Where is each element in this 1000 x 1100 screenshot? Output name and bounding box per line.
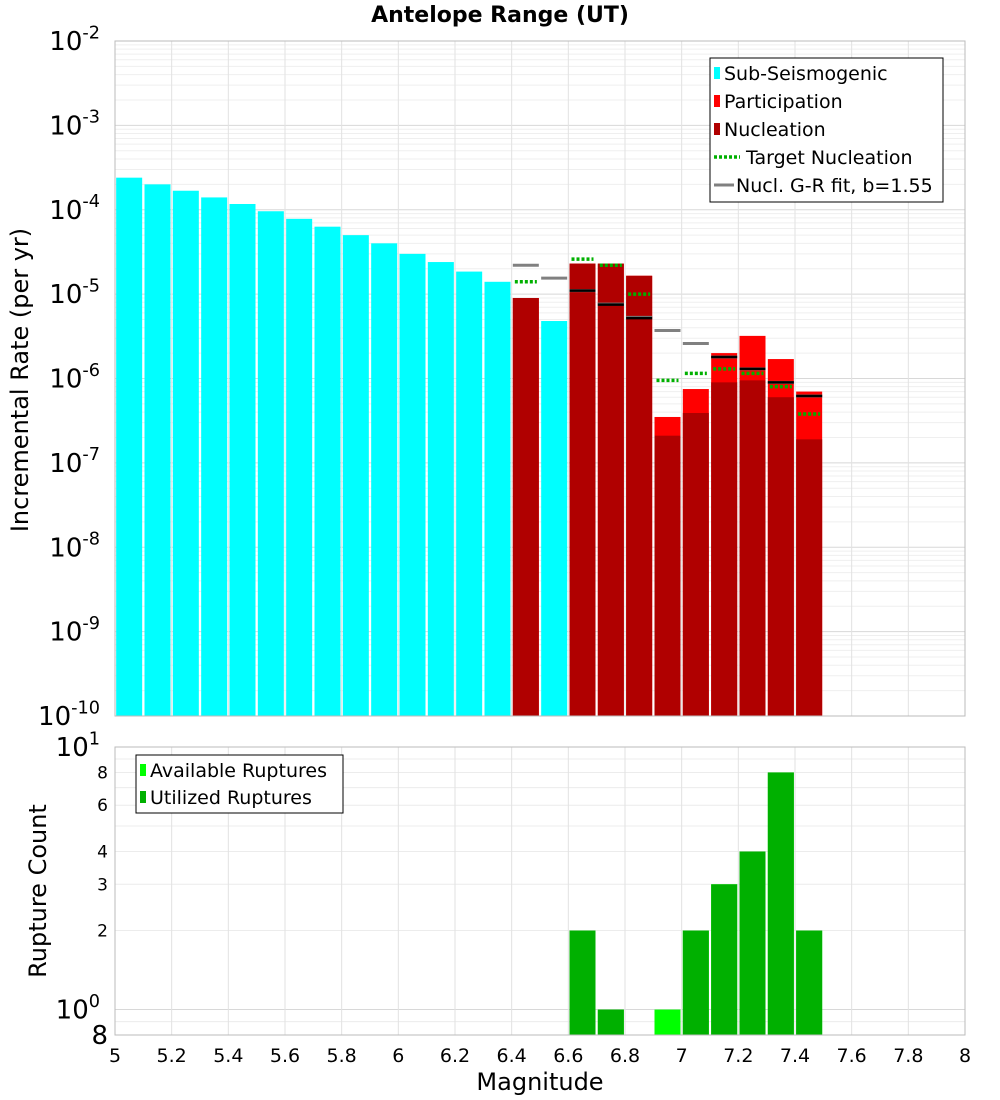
top-y-tick-label: 10-8: [49, 530, 100, 564]
top-y-tick-label: 10-10: [38, 698, 100, 732]
x-tick-label: 7: [676, 1045, 688, 1067]
sub-seismogenic-bar: [286, 218, 313, 716]
utilized-ruptures-bar: [682, 930, 709, 1035]
top-lines: [512, 257, 823, 416]
top-y-tick-label: 10-9: [49, 614, 100, 648]
sub-seismogenic-bar: [201, 197, 228, 717]
legend-swatch: [140, 791, 146, 803]
x-tick-label: 6: [392, 1045, 404, 1067]
sub-seismogenic-bar: [371, 243, 398, 717]
bottom-y-tick-label: 6: [97, 796, 108, 816]
top-y-tick-label: 10-7: [49, 445, 100, 479]
top-y-axis-label: Incremental Rate (per yr): [6, 228, 34, 532]
nucleation-bar: [767, 397, 794, 716]
nucleation-bar: [569, 263, 596, 716]
utilized-ruptures-bar: [796, 930, 823, 1035]
x-tick-label: 7.2: [723, 1045, 753, 1067]
legend-label: Target Nucleation: [745, 147, 913, 169]
sub-seismogenic-bar: [172, 190, 199, 717]
x-axis-label: Magnitude: [476, 1068, 603, 1096]
nucleation-bar: [626, 275, 653, 716]
x-tick-label: 6.2: [440, 1045, 470, 1067]
x-tick-label: 5.4: [213, 1045, 243, 1067]
sub-seismogenic-bar: [314, 226, 341, 716]
x-ticks: 5 5.2 5.4 5.6 5.8 6 6.2 6.4 6.6 6.8 7 7.2 7.4 7.6 7.8 8: [109, 1045, 971, 1067]
legend-label: Nucl. G-R fit, b=1.55: [736, 175, 933, 197]
legend-box: [135, 754, 344, 814]
legend-swatch: [714, 67, 720, 79]
top-plot-frame: [114, 40, 966, 717]
x-tick-label: 6.6: [553, 1045, 583, 1067]
bottom-y-tick-label: 8: [91, 1021, 108, 1051]
sub-seismogenic-bar: [116, 177, 143, 716]
sub-seismogenic-bar: [541, 321, 568, 716]
bottom-y-tick-label: 8: [97, 763, 108, 783]
sub-seismogenic-bar: [144, 184, 171, 717]
nucleation-bar: [711, 382, 738, 716]
bottom-legend: Available Ruptures Utilized Ruptures: [135, 754, 344, 814]
top-y-ticks: 10-2 10-3 10-4 10-5 10-6 10-7 10-8 10-9 10-10: [38, 23, 100, 732]
nucleation-bar: [512, 297, 539, 716]
utilized-ruptures-bar: [569, 930, 596, 1035]
bottom-y-axis-label: Rupture Count: [24, 804, 52, 978]
nucleation-bar: [597, 263, 624, 716]
bottom-y-tick-label: 3: [97, 875, 108, 895]
x-tick-label: 5: [109, 1045, 121, 1067]
x-tick-label: 5.2: [157, 1045, 187, 1067]
chart-title: Antelope Range (UT): [371, 3, 629, 28]
top-grid: [115, 40, 965, 717]
legend-swatch: [714, 123, 720, 135]
top-y-tick-label: 10-3: [49, 108, 100, 142]
top-y-tick-label: 10-6: [49, 361, 100, 395]
legend-box: [709, 57, 944, 203]
x-tick-label: 6.4: [497, 1045, 527, 1067]
top-legend: Sub-Seismogenic Participation Nucleation Ta…: [709, 57, 944, 203]
sub-seismogenic-bar: [257, 211, 284, 717]
utilized-ruptures-bar: [597, 1009, 624, 1035]
x-tick-label: 7.6: [837, 1045, 867, 1067]
top-y-tick-label: 10-4: [49, 192, 100, 226]
x-tick-label: 5.8: [327, 1045, 357, 1067]
bottom-bars: [569, 772, 823, 1035]
bottom-y-tick-label: 2: [97, 922, 108, 942]
top-y-tick-label: 10-5: [49, 276, 100, 310]
top-y-tick-label: 10-2: [49, 23, 100, 57]
legend-label: Utilized Ruptures: [150, 787, 312, 809]
legend-label: Available Ruptures: [150, 760, 327, 782]
nucleation-bar: [654, 435, 681, 716]
sub-seismogenic-bar: [427, 262, 454, 716]
bottom-y-tick-label: 100: [56, 992, 100, 1026]
bottom-y-tick-label: 101: [56, 729, 100, 763]
bottom-y-tick-label: 4: [97, 842, 108, 862]
x-tick-label: 5.6: [270, 1045, 300, 1067]
nucleation-bar: [796, 439, 823, 716]
x-tick-label: 7.4: [780, 1045, 810, 1067]
sub-seismogenic-bar: [399, 253, 426, 716]
sub-seismogenic-bar: [342, 235, 369, 716]
sub-seismogenic-bar: [456, 271, 483, 716]
legend-label: Nucleation: [724, 119, 826, 141]
utilized-ruptures-bar: [739, 851, 766, 1035]
x-tick-label: 6.8: [610, 1045, 640, 1067]
x-tick-label: 7.8: [893, 1045, 923, 1067]
available-ruptures-bar: [654, 1009, 681, 1035]
legend-swatch: [140, 764, 146, 776]
legend-label: Participation: [724, 91, 843, 113]
sub-seismogenic-bar: [229, 203, 256, 716]
bottom-plot-frame: [114, 746, 966, 1036]
utilized-ruptures-bar: [711, 884, 738, 1035]
nucleation-bar: [739, 380, 766, 716]
legend-swatch: [714, 95, 720, 107]
sub-seismogenic-bar: [484, 281, 511, 716]
legend-label: Sub-Seismogenic: [724, 63, 888, 85]
top-bars: [116, 177, 823, 717]
nucleation-bar: [682, 413, 709, 716]
utilized-ruptures-bar: [767, 772, 794, 1035]
x-tick-label: 8: [959, 1045, 971, 1067]
